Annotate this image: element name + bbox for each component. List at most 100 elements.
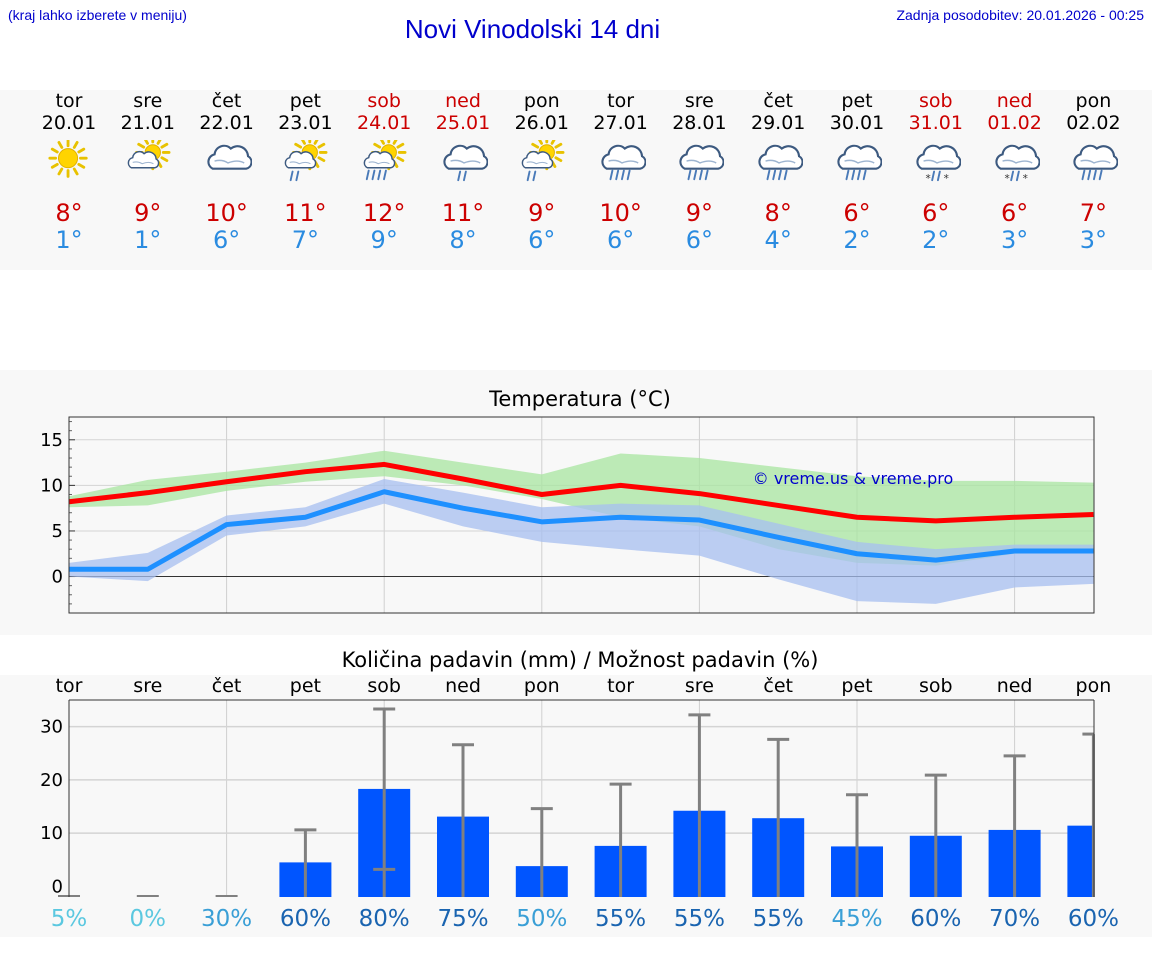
day-name: čet — [763, 90, 793, 112]
day-date: 26.01 — [514, 112, 569, 134]
day-name: ned — [996, 90, 1033, 112]
spacer — [0, 270, 1152, 366]
max-temperature: 7° — [1079, 199, 1108, 227]
y-tick-label: 30 — [40, 717, 63, 738]
max-temperature: 11° — [284, 199, 327, 227]
cloud-rain-icon — [837, 144, 882, 181]
svg-text:*: * — [1004, 173, 1009, 184]
max-temperature: 6° — [843, 199, 871, 227]
precip-chance-label: 5% — [51, 906, 88, 932]
day-date: 02.02 — [1066, 112, 1121, 134]
precip-chance-label: 0% — [130, 906, 167, 932]
sun-cloud-light-rain-icon — [521, 140, 565, 182]
day-name: pet — [289, 90, 321, 112]
cloud-light-rain-icon — [443, 144, 488, 182]
precip-chance-label: 70% — [989, 906, 1040, 932]
day-date: 30.01 — [829, 112, 885, 134]
x-category-label: pon — [524, 675, 560, 697]
day-date: 31.01 — [908, 112, 963, 134]
min-temp-line — [69, 489, 1094, 572]
x-category-label: sob — [367, 675, 401, 697]
day-date: 01.02 — [987, 112, 1042, 134]
x-category-label: ned — [445, 675, 481, 697]
min-temperature: 1° — [134, 226, 162, 254]
min-temperature: 1° — [55, 226, 83, 254]
precip-chance-label: 60% — [1068, 906, 1119, 932]
max-temperature: 9° — [134, 199, 162, 227]
min-temperature: 6° — [606, 226, 635, 254]
precip-chance-label: 50% — [516, 906, 567, 932]
min-temperature: 4° — [764, 226, 792, 254]
day-date: 23.01 — [278, 112, 333, 134]
min-temperature: 8° — [449, 226, 477, 254]
precip-chance-label: 60% — [910, 906, 961, 932]
max-temperature: 10° — [205, 199, 248, 227]
min-temperature: 9° — [370, 226, 398, 254]
x-category-label: sre — [133, 675, 162, 697]
x-category-label: sre — [685, 675, 714, 697]
page-title: Novi Vinodolski 14 dni — [404, 14, 661, 44]
day-name: sre — [684, 90, 714, 112]
day-name: tor — [55, 90, 83, 112]
day-date: 21.01 — [120, 112, 175, 134]
cloud-rain-icon — [758, 144, 804, 181]
cloud-rain-icon — [1073, 144, 1119, 181]
day-date: 25.01 — [435, 112, 491, 134]
day-name: ned — [445, 90, 481, 112]
x-category-label: sob — [919, 675, 953, 697]
day-date: 24.01 — [356, 112, 412, 134]
temperature-chart: 0 5 10 15 © vreme.us & vreme.pro — [40, 416, 1095, 614]
max-temperature: 9° — [528, 199, 556, 227]
sun-cloud-rain-icon — [363, 140, 407, 181]
y-tick-label: 15 — [40, 430, 63, 451]
cloud-icon — [206, 144, 252, 170]
y-tick-label: 5 — [52, 521, 63, 542]
sun-cloud-light-rain-icon — [285, 140, 328, 182]
x-category-label: tor — [56, 675, 83, 697]
day-name: čet — [211, 90, 242, 112]
plot-frame — [68, 416, 1095, 614]
day-name: sob — [367, 90, 401, 112]
y-tick-label: 0 — [52, 567, 63, 588]
min-temperature: 2° — [843, 226, 871, 254]
day-name: pon — [523, 90, 560, 112]
precip-chance-label: 60% — [280, 906, 331, 932]
day-name: pet — [841, 90, 873, 112]
max-temperature: 10° — [599, 199, 642, 227]
x-category-label: tor — [607, 675, 634, 697]
x-category-label: pon — [1076, 675, 1112, 697]
day-date: 29.01 — [750, 112, 806, 134]
y-tick-label: 10 — [40, 823, 63, 844]
cloud-sleet-icon: * * — [994, 144, 1040, 184]
max-temp-line — [68, 461, 1094, 524]
min-temperature: 6° — [685, 226, 714, 254]
y-tick-label: 0 — [52, 876, 63, 897]
day-date: 20.01 — [41, 112, 97, 134]
max-temperature: 6° — [1000, 199, 1029, 227]
svg-text:*: * — [1022, 173, 1027, 184]
precip-chance-label: 45% — [831, 906, 882, 932]
day-date: 27.01 — [593, 112, 648, 134]
precip-bar — [1067, 825, 1094, 897]
location-hint[interactable]: (kraj lahko izberete v meniju) — [8, 7, 187, 23]
day-name: tor — [607, 90, 635, 112]
precip-chance-label: 55% — [753, 906, 804, 932]
day-name: sob — [919, 90, 953, 112]
max-temperature: 8° — [55, 199, 83, 227]
sun-cloud-icon — [127, 140, 171, 171]
day-date: 28.01 — [672, 112, 727, 134]
cloud-rain-icon — [600, 144, 646, 181]
min-temperature: 3° — [1000, 226, 1029, 254]
precip-chance-label: 55% — [595, 906, 646, 932]
min-temperature: 6° — [528, 226, 556, 254]
x-category-label: čet — [763, 675, 793, 697]
precip-chance-label: 80% — [359, 906, 410, 932]
min-temperature: 3° — [1079, 226, 1108, 254]
precip-chance-label: 30% — [201, 906, 252, 932]
watermark: © vreme.us & vreme.pro — [753, 469, 954, 488]
sun-rays — [48, 140, 88, 178]
cloud-sleet-icon: * * — [916, 144, 961, 184]
x-category-label: pet — [841, 675, 872, 697]
forecast-panel — [0, 90, 1152, 270]
precip-chance-label: 75% — [437, 906, 488, 932]
